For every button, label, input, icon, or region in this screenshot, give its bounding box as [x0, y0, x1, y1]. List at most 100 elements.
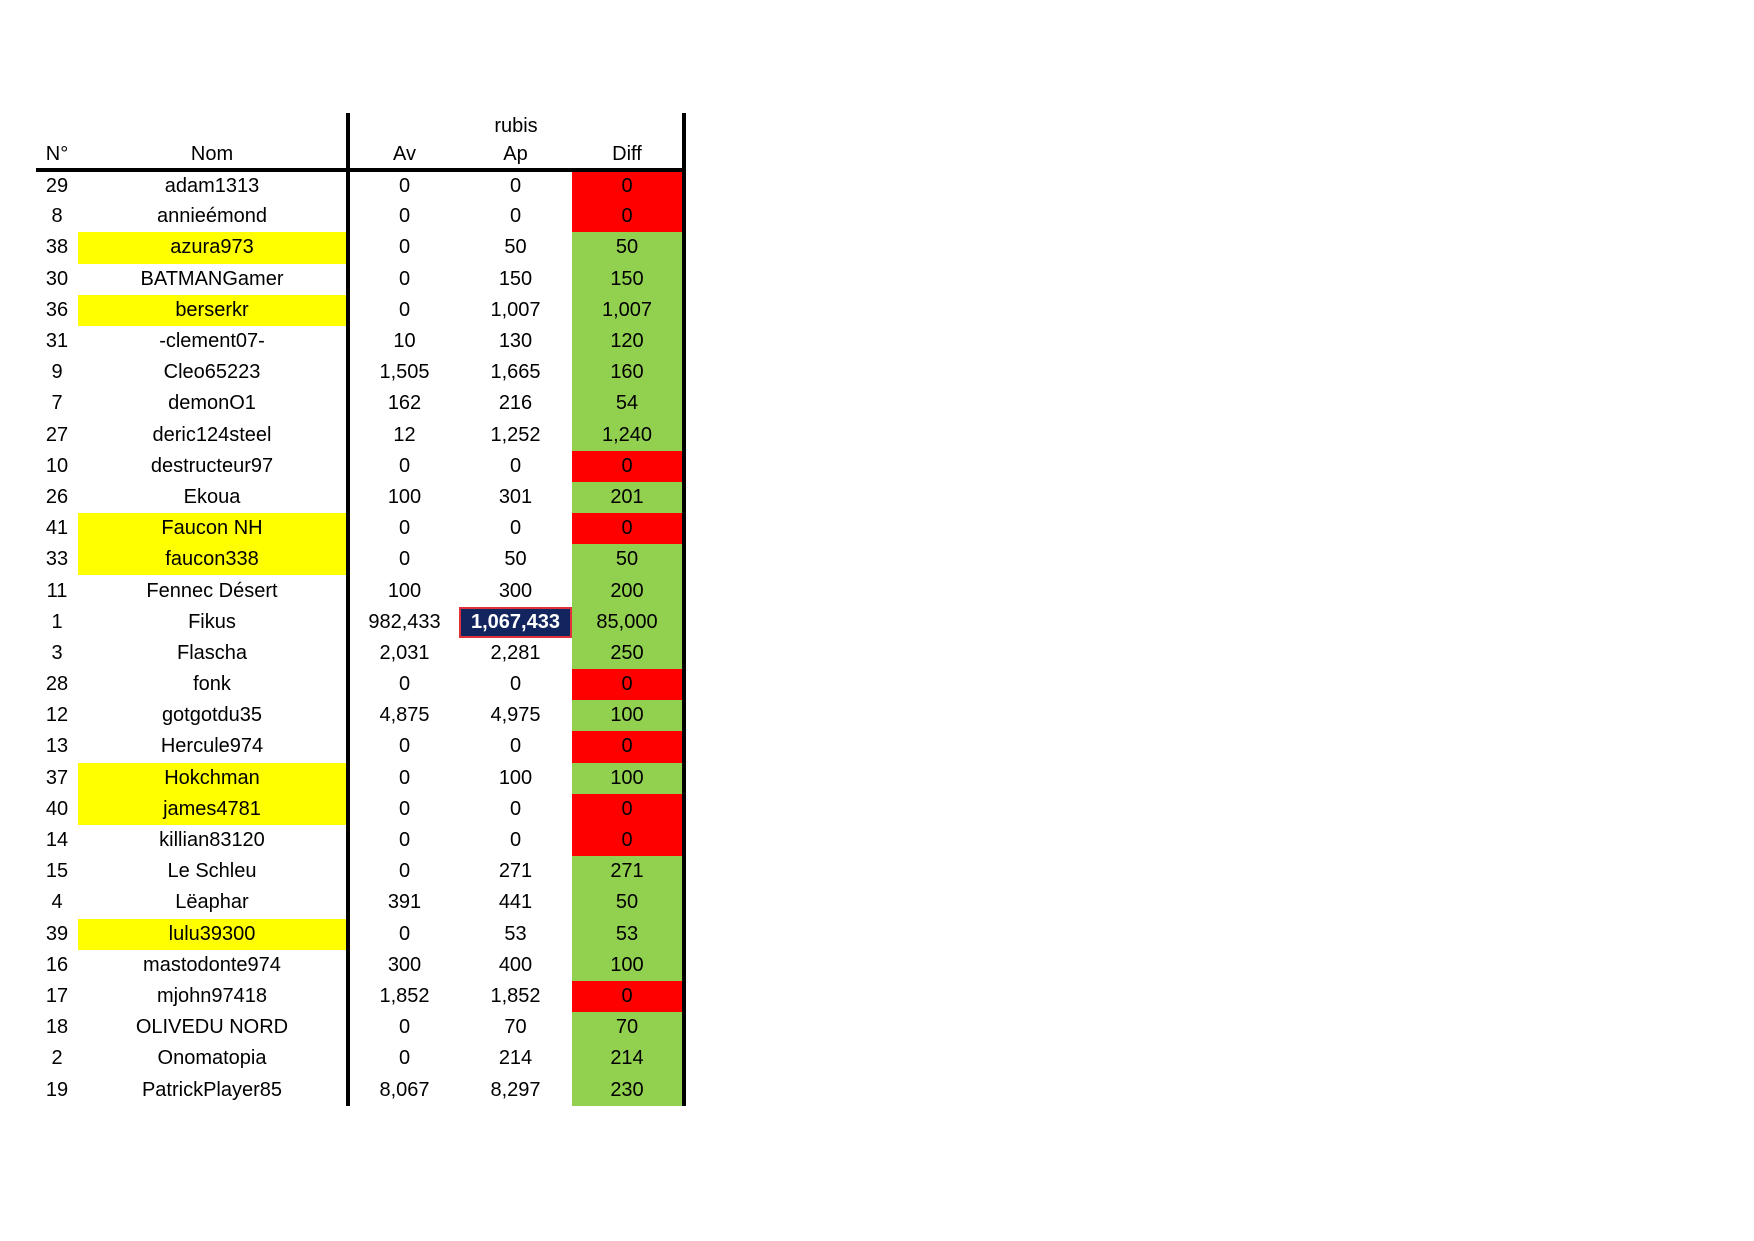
cell-no[interactable]: 37 [45, 766, 69, 789]
cell-ap[interactable]: 1,852 [490, 984, 541, 1007]
cell-av[interactable]: 0 [346, 170, 459, 202]
cell-ap[interactable]: 4,975 [490, 704, 541, 727]
cell-no[interactable]: 14 [45, 829, 69, 852]
cell-ap[interactable]: 0 [509, 829, 522, 852]
cell-nom[interactable]: destructeur97 [150, 454, 274, 477]
cell-ap[interactable]: 8,297 [490, 1078, 541, 1101]
cell-av[interactable]: 0 [346, 201, 459, 233]
cell-ap[interactable]: 271 [498, 860, 533, 883]
cell-diff[interactable]: 0 [572, 170, 686, 202]
cell-nom[interactable]: annieémond [156, 205, 268, 228]
cell-no[interactable]: 27 [45, 423, 69, 446]
cell-no[interactable]: 11 [46, 579, 68, 602]
cell-no[interactable]: 2 [51, 1047, 63, 1070]
cell-no[interactable]: 3 [51, 641, 63, 664]
cell-diff[interactable]: 1,007 [572, 294, 686, 326]
cell-nom[interactable]: berserkr [78, 294, 348, 326]
cell-av[interactable]: 0 [346, 1043, 459, 1075]
cell-diff[interactable]: 1,240 [572, 419, 686, 451]
cell-no[interactable]: 13 [45, 735, 69, 758]
cell-diff[interactable]: 54 [572, 388, 686, 420]
cell-nom[interactable]: azura973 [78, 232, 348, 264]
cell-nom[interactable]: Faucon NH [78, 513, 348, 545]
cell-ap[interactable]: 0 [509, 205, 522, 228]
cell-ap[interactable]: 150 [498, 267, 533, 290]
cell-diff[interactable]: 85,000 [572, 606, 686, 638]
cell-ap[interactable]: 100 [498, 766, 533, 789]
cell-diff[interactable]: 70 [572, 1012, 686, 1044]
cell-av[interactable]: 0 [346, 824, 459, 857]
cell-no[interactable]: 39 [45, 922, 69, 945]
cell-nom[interactable]: Cleo65223 [163, 361, 261, 384]
cell-ap[interactable]: 1,067,433 [459, 606, 572, 638]
cell-av[interactable]: 8,067 [346, 1074, 459, 1106]
cell-diff[interactable]: 0 [572, 450, 686, 482]
cell-no[interactable]: 8 [51, 205, 63, 228]
cell-diff[interactable]: 50 [572, 887, 686, 919]
cell-av[interactable]: 4,875 [346, 700, 459, 732]
cell-diff[interactable]: 201 [572, 481, 686, 514]
cell-diff[interactable]: 230 [572, 1074, 686, 1106]
cell-av[interactable]: 0 [346, 294, 459, 326]
cell-av[interactable]: 0 [346, 544, 459, 576]
cell-nom[interactable]: Le Schleu [167, 860, 257, 883]
cell-no[interactable]: 26 [45, 485, 69, 508]
cell-diff[interactable]: 0 [572, 793, 686, 825]
cell-ap[interactable]: 216 [498, 392, 533, 415]
cell-nom[interactable]: lulu39300 [78, 918, 348, 950]
cell-av[interactable]: 0 [346, 263, 459, 295]
cell-av[interactable]: 300 [346, 949, 459, 981]
cell-no[interactable]: 16 [45, 953, 69, 976]
cell-nom[interactable]: killian83120 [159, 829, 265, 852]
cell-nom[interactable]: mastodonte974 [143, 953, 281, 976]
cell-no[interactable]: 4 [51, 891, 63, 914]
cell-no[interactable]: 10 [45, 454, 69, 477]
cell-nom[interactable]: demonO1 [168, 392, 256, 415]
cell-no[interactable]: 33 [45, 548, 69, 571]
cell-ap[interactable]: 50 [504, 236, 527, 259]
cell-av[interactable]: 391 [346, 887, 459, 919]
cell-diff[interactable]: 0 [572, 513, 686, 545]
cell-nom[interactable]: BATMANGamer [140, 267, 284, 290]
cell-ap[interactable]: 1,007 [490, 298, 541, 321]
cell-diff[interactable]: 200 [572, 575, 686, 607]
cell-nom[interactable]: faucon338 [78, 544, 348, 576]
cell-nom[interactable]: OLIVEDU NORD [135, 1016, 289, 1039]
cell-av[interactable]: 0 [346, 762, 459, 794]
cell-no[interactable]: 1 [51, 610, 63, 633]
cell-ap[interactable]: 0 [509, 797, 522, 820]
cell-diff[interactable]: 214 [572, 1043, 686, 1075]
cell-ap[interactable]: 130 [498, 330, 533, 353]
cell-ap[interactable]: 1,665 [490, 361, 541, 384]
cell-ap[interactable]: 0 [509, 454, 522, 477]
cell-nom[interactable]: PatrickPlayer85 [141, 1078, 283, 1101]
cell-av[interactable]: 100 [346, 575, 459, 607]
cell-nom[interactable]: Hokchman [78, 762, 348, 794]
cell-diff[interactable]: 100 [572, 762, 686, 794]
cell-ap[interactable]: 50 [504, 548, 527, 571]
cell-nom[interactable]: Flascha [176, 641, 248, 664]
cell-diff[interactable]: 250 [572, 637, 686, 669]
cell-ap[interactable]: 214 [498, 1047, 533, 1070]
cell-diff[interactable]: 50 [572, 544, 686, 576]
cell-diff[interactable]: 160 [572, 357, 686, 389]
cell-av[interactable]: 0 [346, 450, 459, 482]
cell-no[interactable]: 19 [45, 1078, 69, 1101]
cell-av[interactable]: 10 [346, 325, 459, 358]
cell-diff[interactable]: 120 [572, 325, 686, 358]
cell-av[interactable]: 2,031 [346, 637, 459, 669]
cell-no[interactable]: 41 [45, 517, 69, 540]
cell-nom[interactable]: adam1313 [164, 175, 260, 198]
cell-no[interactable]: 40 [45, 797, 69, 820]
cell-ap[interactable]: 301 [498, 485, 533, 508]
cell-nom[interactable]: Fennec Désert [146, 579, 278, 602]
cell-av[interactable]: 0 [346, 918, 459, 950]
cell-av[interactable]: 0 [346, 513, 459, 545]
cell-ap[interactable]: 0 [509, 735, 522, 758]
cell-no[interactable]: 28 [45, 673, 69, 696]
cell-nom[interactable]: gotgotdu35 [161, 704, 263, 727]
cell-diff[interactable]: 271 [572, 856, 686, 888]
cell-av[interactable]: 100 [346, 481, 459, 514]
cell-diff[interactable]: 0 [572, 824, 686, 857]
cell-ap[interactable]: 1,252 [490, 423, 541, 446]
